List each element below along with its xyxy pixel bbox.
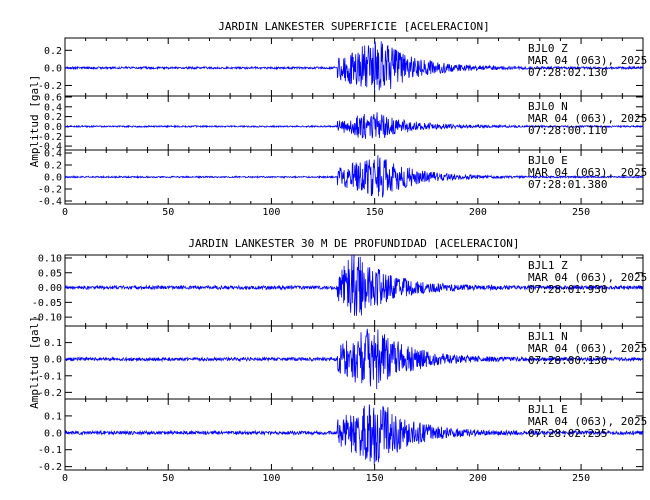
y-tick-label: 0.05	[38, 268, 62, 279]
y-tick-label: 0.00	[38, 283, 62, 294]
waveform-bjl1-e	[64, 404, 644, 465]
waveform-bjl0-e	[64, 155, 644, 198]
trace-annotation: 07:28:01.380	[528, 178, 607, 191]
x-tick-label: 150	[366, 473, 384, 484]
trace-annotation: MAR 04 (063), 2025	[528, 415, 647, 428]
y-tick-label: 0.0	[44, 173, 62, 184]
x-tick-label: 250	[572, 473, 590, 484]
chart-panel-1: JARDIN LANKESTER SUPERFICIE [ACELERACION…	[28, 20, 647, 218]
y-tick-label: -0.2	[38, 81, 62, 92]
trace-annotation: 07:28:02.235	[528, 427, 607, 440]
y-tick-label: 0.1	[44, 411, 62, 422]
trace-annotation: 07:28:02.130	[528, 66, 607, 79]
y-tick-label: -0.10	[32, 313, 62, 324]
chart-title: JARDIN LANKESTER 30 M DE PROFUNDIDAD [AC…	[188, 237, 519, 250]
chart-panel-2: JARDIN LANKESTER 30 M DE PROFUNDIDAD [AC…	[28, 237, 647, 484]
trace-annotation: MAR 04 (063), 2025	[528, 112, 647, 125]
y-tick-label: 0.2	[44, 112, 62, 123]
trace-annotation: BJL0 N	[528, 100, 568, 113]
y-tick-label: 0.4	[44, 149, 62, 160]
trace-annotation: 07:28:00.130	[528, 354, 607, 367]
x-tick-label: 250	[572, 207, 590, 218]
y-axis-label: Amplitud [gal]	[28, 316, 41, 409]
y-tick-label: -0.2	[38, 185, 62, 196]
waveform-bjl1-n	[64, 328, 644, 390]
x-tick-label: 50	[162, 473, 174, 484]
waveform-bjl0-n	[64, 112, 644, 139]
x-tick-label: 150	[366, 207, 384, 218]
trace-annotation: MAR 04 (063), 2025	[528, 166, 647, 179]
trace-annotation: BJL1 N	[528, 330, 568, 343]
y-tick-label: -0.2	[38, 388, 62, 399]
trace-annotation: MAR 04 (063), 2025	[528, 342, 647, 355]
trace-annotation: 07:28:01.930	[528, 283, 607, 296]
x-tick-label: 50	[162, 207, 174, 218]
y-tick-label: 0.1	[44, 338, 62, 349]
trace-annotation: BJL1 Z	[528, 259, 568, 272]
x-tick-label: 200	[469, 473, 487, 484]
x-tick-label: 0	[62, 473, 68, 484]
trace-annotation: MAR 04 (063), 2025	[528, 54, 647, 67]
y-tick-label: 0.0	[44, 355, 62, 366]
y-tick-label: 0.10	[38, 253, 62, 264]
trace-annotation: 07:28:00.110	[528, 124, 607, 137]
y-tick-label: -0.1	[38, 445, 62, 456]
waveform-bjl0-z	[64, 41, 644, 91]
y-tick-label: 0.0	[44, 63, 62, 74]
y-tick-label: 0.0	[44, 122, 62, 133]
chart-title: JARDIN LANKESTER SUPERFICIE [ACELERACION…	[218, 20, 490, 33]
x-tick-label: 200	[469, 207, 487, 218]
trace-annotation: MAR 04 (063), 2025	[528, 271, 647, 284]
x-tick-label: 100	[262, 473, 280, 484]
y-tick-label: -0.4	[38, 142, 62, 153]
waveform-bjl1-z	[64, 254, 644, 316]
y-tick-label: 0.4	[44, 102, 62, 113]
trace-annotation: BJL0 Z	[528, 42, 568, 55]
y-tick-label: -0.2	[38, 462, 62, 473]
y-tick-label: 0.0	[44, 428, 62, 439]
y-tick-label: -0.05	[32, 298, 62, 309]
y-tick-label: 0.6	[44, 92, 62, 103]
x-tick-label: 100	[262, 207, 280, 218]
y-tick-label: -0.1	[38, 371, 62, 382]
y-tick-label: 0.2	[44, 46, 62, 57]
y-tick-label: -0.2	[38, 132, 62, 143]
trace-annotation: BJL0 E	[528, 154, 568, 167]
y-tick-label: -0.4	[38, 197, 62, 208]
y-tick-label: 0.2	[44, 161, 62, 172]
trace-annotation: BJL1 E	[528, 403, 568, 416]
y-axis-label: Amplitud [gal]	[28, 75, 41, 168]
x-tick-label: 0	[62, 207, 68, 218]
